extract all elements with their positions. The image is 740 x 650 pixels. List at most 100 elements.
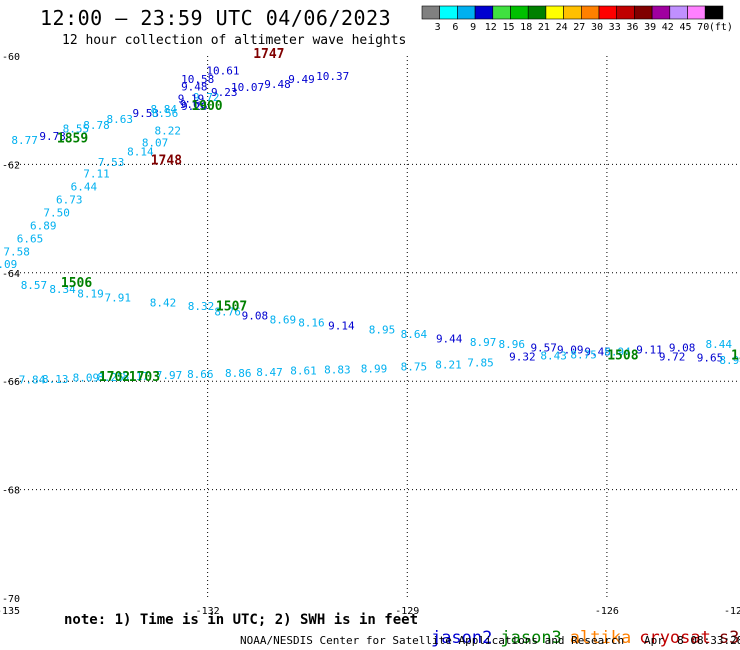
legend-tick-label: 30 xyxy=(591,22,603,33)
wave-height-point: 8.57 xyxy=(21,279,48,292)
footer-note: note: 1) Time is in UTC; 2) SWH is in fe… xyxy=(64,612,419,628)
wave-height-point: 8.77 xyxy=(11,134,38,147)
legend-tick-label: 45 xyxy=(679,22,691,33)
y-tick-label: -62 xyxy=(2,160,20,171)
wave-height-point: 9.14 xyxy=(328,320,355,333)
wave-height-point: 8.47 xyxy=(256,366,283,379)
wave-height-point: 10.07 xyxy=(231,81,264,94)
x-tick-label: -129 xyxy=(395,606,419,617)
legend-swatch xyxy=(687,5,706,20)
page-subtitle: 12 hour collection of altimeter wave hei… xyxy=(62,33,407,48)
wave-height-point: 9.72 xyxy=(659,351,686,364)
wave-height-point: 9.08 xyxy=(669,341,696,354)
y-tick-label: -66 xyxy=(2,377,20,388)
legend-swatch xyxy=(598,5,618,20)
wave-height-point: 7.50 xyxy=(43,206,70,219)
wave-height-point: 6.73 xyxy=(56,193,83,206)
wave-height-points: 8.77 9.738.558.788.63 9.538.848.569.269.72… xyxy=(0,64,740,386)
legend-tick-label: 36 xyxy=(626,22,638,33)
x-tick-label: -124 xyxy=(724,606,740,617)
wave-height-point: 8.19 xyxy=(77,288,104,301)
wave-height-point: 8.44 xyxy=(705,338,732,351)
pass-time-label: 1508 xyxy=(607,349,638,364)
wave-height-point: 8.63 xyxy=(107,113,134,126)
legend-swatch xyxy=(439,5,458,20)
wave-height-point: 9.73 xyxy=(39,130,66,143)
x-tick-label: -132 xyxy=(196,606,220,617)
wave-height-point: 8.95 xyxy=(369,324,396,337)
wave-height-point: 8.32 xyxy=(188,300,215,313)
legend-tick-label: 12 xyxy=(485,22,497,33)
legend-tick-label: 42 xyxy=(662,22,674,33)
wave-height-point: 7.11 xyxy=(83,167,110,180)
wave-height-point: 9.49 xyxy=(288,73,315,86)
wave-height-point: 8.61 xyxy=(290,365,317,378)
legend-swatch xyxy=(634,5,653,20)
legend-tick-label: 9 xyxy=(470,22,476,33)
pass-time-label: 1703 xyxy=(129,370,160,385)
wave-height-point: 8.21 xyxy=(435,359,462,372)
wave-height-point: 9.57 xyxy=(530,341,557,354)
wave-height-point: 7.84 xyxy=(19,373,46,386)
legend-tick-label: 18 xyxy=(520,22,532,33)
wave-height-point: 6.89 xyxy=(30,219,57,232)
legend-tick-label: 27 xyxy=(573,22,585,33)
y-tick-label: -60 xyxy=(2,52,20,63)
wave-height-point: 7.85 xyxy=(467,357,494,370)
legend-swatch xyxy=(651,5,671,20)
legend-tick-label: 15 xyxy=(502,22,514,33)
legend-swatch xyxy=(492,5,511,20)
wave-height-point: 8.43 xyxy=(540,350,567,363)
wave-height-point: 8.97 xyxy=(470,336,497,349)
wave-height-point: 9.32 xyxy=(509,351,536,364)
pass-time-label: 1748 xyxy=(151,153,182,168)
wave-height-point: 8.25 xyxy=(97,371,124,384)
wave-height-point: 9.53 xyxy=(132,107,159,120)
wave-height-point: 10.37 xyxy=(316,70,349,83)
color-legend: 3 6 9 12 15 18 21 24 27 30 33 36 39 42 45 70 (ft) xyxy=(421,5,733,33)
sat-jason3: jason3 xyxy=(500,628,562,648)
wave-height-point: 7.58 xyxy=(3,245,30,258)
wave-height-point: 7.53 xyxy=(98,156,125,169)
wave-height-point: 9.45 xyxy=(584,346,611,359)
wave-height-point: 9.44 xyxy=(436,333,463,346)
legend-swatch xyxy=(510,5,529,20)
wave-height-point: 10.61 xyxy=(206,64,239,77)
wave-height-point: 8.34 xyxy=(49,283,76,296)
wave-height-point: 8.16 xyxy=(298,316,325,329)
pass-time-labels: 1747 1900 1859 1748 1506 1507 1508 1508 17021703… xyxy=(57,47,740,385)
wave-height-point: 8.55 xyxy=(63,122,90,135)
legend-tick-label: 33 xyxy=(609,22,621,33)
page-title: 12:00 – 23:59 UTC 04/06/2023 xyxy=(40,6,392,30)
wave-height-point: 8.78 xyxy=(83,119,110,132)
x-tick-label: -126 xyxy=(595,606,619,617)
legend-tick-label: 39 xyxy=(644,22,656,33)
wave-height-point: 8.22 xyxy=(154,125,181,138)
wave-height-point: 9.11 xyxy=(636,344,663,357)
sat-jason2: jason2 xyxy=(430,628,493,648)
satellite-legend: jason2 jason3 altika cryosat s3a xyxy=(390,608,740,650)
pass-time-label: 1507 xyxy=(216,300,247,315)
y-tick-label: -70 xyxy=(2,594,20,605)
legend-swatch xyxy=(563,5,582,20)
pass-time-label: 1508 xyxy=(731,349,740,364)
wave-height-point: 8.75 xyxy=(570,348,597,361)
wave-height-point: 8.75 xyxy=(401,360,428,373)
legend-swatch xyxy=(704,5,724,20)
wave-height-point: 8.84 xyxy=(150,103,177,116)
wave-height-point: 9.26 xyxy=(181,100,208,113)
legend-tick-label: 21 xyxy=(538,22,550,33)
legend-swatch xyxy=(457,5,476,20)
wave-height-point: 8.99 xyxy=(361,363,388,376)
y-tick-label: -68 xyxy=(2,486,20,497)
legend-tick-label: 3 xyxy=(435,22,441,33)
wave-height-point: 8.17 xyxy=(123,370,150,383)
y-tick-label: -64 xyxy=(2,269,20,280)
legend-tick-label: 24 xyxy=(556,22,568,33)
legend-swatch xyxy=(580,5,600,20)
chart-grid: -135-132-129-126-123-124-60-62-64-66-68-… xyxy=(0,52,740,617)
legend-swatch xyxy=(616,5,635,20)
wave-height-point: 9.65 xyxy=(697,352,724,365)
wave-height-point: 8.64 xyxy=(401,328,428,341)
